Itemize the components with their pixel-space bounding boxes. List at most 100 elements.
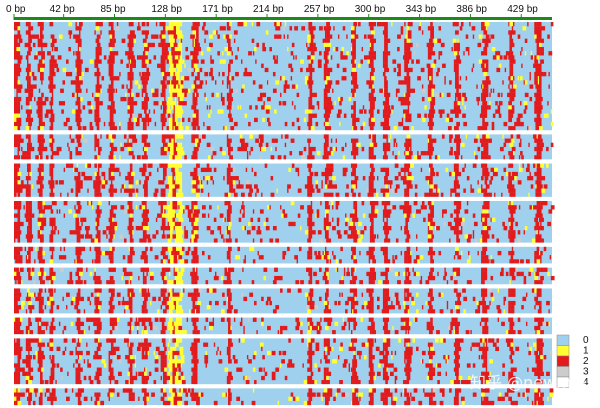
variant-cell [482,67,485,73]
variant-cell [345,171,347,177]
variant-cell [123,184,126,189]
variant-cell [369,163,372,168]
sample-row [14,105,543,110]
variant-cell [330,317,333,322]
variant-cell [191,188,196,193]
variant-cell [17,88,22,93]
variant-cell [382,126,387,131]
variant-cell [18,34,22,39]
variant-cell [194,280,198,285]
variant-cell [385,30,387,35]
variant-cell [74,259,76,264]
variant-cell [215,271,217,277]
variant-cell [484,80,488,85]
variant-cell [430,30,434,35]
variant-cell [212,288,217,293]
variant-cell [101,250,106,256]
variant-cell [404,292,406,297]
variant-cell [450,309,453,314]
variant-cell [536,46,541,52]
sample-row [14,46,544,52]
sample-row [14,113,549,118]
variant-cell [37,230,41,235]
variant-cell [79,117,82,123]
variant-cell [353,76,358,81]
variant-cell [352,146,355,152]
variant-cell [161,88,166,93]
variant-cell [63,213,66,218]
variant-cell [457,138,462,143]
variant-cell [390,134,392,139]
variant-cell [76,84,81,89]
variant-cell [481,63,485,68]
variant-cell [508,305,511,310]
variant-cell [456,225,459,231]
variant-cell [404,163,406,168]
variant-cell [324,225,327,231]
variant-cell [177,163,180,168]
variant-cell [50,176,54,181]
variant-cell [250,71,252,77]
variant-cell [264,67,269,73]
variant-cell [112,209,114,214]
variant-cell [308,84,310,89]
variant-cell [29,67,31,73]
variant-cell [147,121,149,127]
variant-cell [368,134,372,139]
variant-cell [180,92,185,98]
variant-cell [353,163,358,168]
variant-cell [258,230,262,235]
variant-cell [431,221,436,227]
variant-cell [35,317,40,322]
variant-cell [55,180,58,185]
variant-cell [455,80,459,85]
variant-cell [103,121,106,127]
variant-cell [222,80,224,85]
variant-cell [429,138,431,143]
variant-cell [362,213,366,218]
variant-cell [226,250,230,256]
variant-cell [142,238,147,243]
variant-cell [324,55,328,60]
variant-cell [404,167,407,173]
variant-cell [109,51,112,56]
variant-cell [353,84,356,89]
variant-cell [179,213,183,218]
variant-cell [171,280,174,285]
variant-cell [511,234,516,239]
variant-cell [352,280,354,285]
variant-cell [30,271,35,277]
variant-cell [477,180,479,185]
variant-cell [49,234,54,239]
variant-cell [222,292,225,297]
variant-cell [45,155,49,160]
variant-cell [112,230,115,235]
variant-cell [14,63,17,68]
variant-cell [534,217,539,222]
variant-cell [177,221,181,227]
variant-cell [222,59,226,64]
variant-cell [406,71,410,77]
variant-cell [326,238,328,243]
variant-cell [323,300,328,306]
variant-cell [323,217,327,222]
variant-cell [75,250,80,256]
variant-cell [161,221,166,227]
variant-cell [179,67,183,73]
variant-cell [423,217,426,222]
variant-cell [350,163,353,168]
variant-cell [192,22,194,27]
variant-cell [371,46,374,52]
variant-cell [265,142,269,148]
variant-cell [537,84,542,89]
variant-cell [309,317,313,322]
variant-cell [324,51,329,56]
variant-cell [446,300,449,306]
variant-cell [306,305,310,310]
variant-cell [226,201,231,206]
variant-cell [502,134,504,139]
variant-cell [94,59,99,64]
variant-cell [404,176,407,181]
variant-cell [339,221,341,227]
variant-cell [404,63,408,68]
